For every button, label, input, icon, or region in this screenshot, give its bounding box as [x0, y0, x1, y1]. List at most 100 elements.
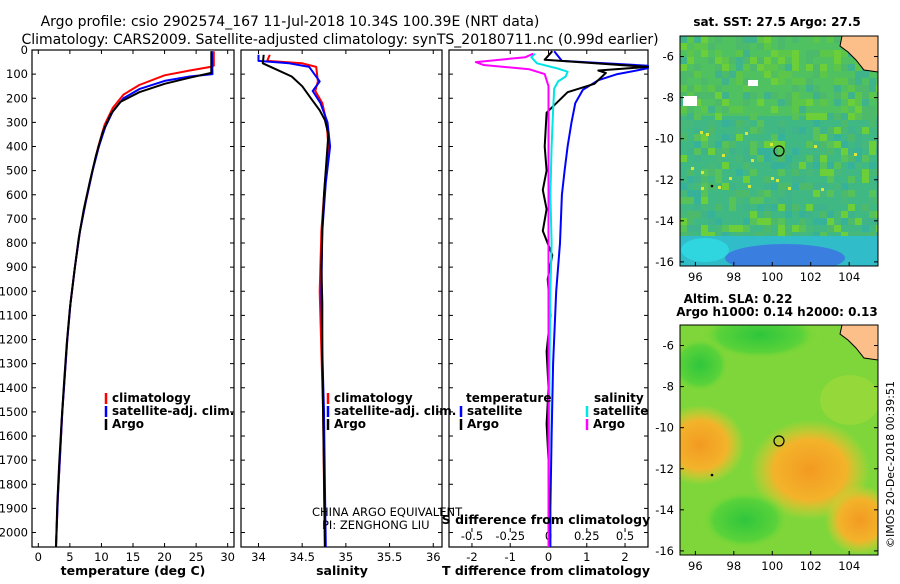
legend-label-satellite: satellite-adj. clim.	[112, 404, 234, 418]
sst-cell	[751, 159, 754, 162]
sst-cell	[806, 113, 813, 120]
series-line-argo	[55, 51, 213, 548]
sst-cell	[799, 127, 806, 134]
sst-cell	[862, 71, 869, 78]
sst-cell	[806, 183, 813, 190]
sst-cell	[694, 36, 701, 43]
sst-cell	[848, 162, 855, 169]
sst-cell	[876, 169, 878, 176]
series-line-climatology	[55, 51, 215, 548]
sst-cell	[722, 120, 729, 127]
sst-cell	[687, 176, 694, 183]
sst-cell	[757, 148, 764, 155]
sst-cell	[855, 71, 862, 78]
sst-cell	[687, 57, 694, 64]
salinity-panel	[240, 49, 443, 548]
sst-cell	[736, 64, 743, 71]
x-tick-label: 15	[126, 550, 141, 564]
lat-tick-label: -6	[663, 50, 674, 64]
sst-cell	[848, 148, 855, 155]
sst-cell	[792, 127, 799, 134]
sst-cell	[715, 99, 722, 106]
depth-tick-label: 700	[6, 212, 28, 226]
sst-cell	[691, 167, 694, 170]
sst-cell	[841, 211, 848, 218]
sst-cell	[701, 187, 704, 190]
sst-cell	[799, 176, 806, 183]
sst-cell	[764, 218, 771, 225]
sst-cell	[776, 179, 779, 182]
sst-cell	[687, 106, 694, 113]
sst-cell	[778, 183, 785, 190]
sst-cell	[715, 64, 722, 71]
sst-cell	[771, 162, 778, 169]
sst-cell	[778, 50, 785, 57]
sst-cell	[750, 211, 757, 218]
sst-cell	[715, 155, 722, 162]
sst-cell	[869, 92, 876, 99]
sst-cell	[855, 155, 862, 162]
sst-cell	[743, 99, 750, 106]
sst-cell	[855, 162, 862, 169]
top-x-tick-label: 0.5	[616, 529, 634, 543]
sst-cell	[764, 43, 771, 50]
sst-cell	[792, 183, 799, 190]
sst-cell	[722, 225, 729, 232]
sst-cell	[736, 197, 743, 204]
sst-cell	[694, 211, 701, 218]
sst-cell	[715, 225, 722, 232]
sst-cell	[855, 148, 862, 155]
sst-cell	[757, 155, 764, 162]
sst-cell	[799, 183, 806, 190]
lon-tick-label: 104	[838, 559, 860, 573]
sst-cell	[715, 204, 722, 211]
lat-tick-label: -10	[655, 132, 674, 146]
sst-cell	[778, 155, 785, 162]
sst-cell	[813, 92, 820, 99]
sst-cell	[785, 50, 792, 57]
salinity-legend: climatology satellite-adj. clim. Argo	[326, 391, 456, 431]
lat-tick-label: -6	[663, 339, 674, 353]
sst-cell	[736, 50, 743, 57]
sla-map-axes: -6 -8 -10 -12 -14 -16 96 98 100 102 104	[655, 339, 878, 573]
sst-cell	[778, 197, 785, 204]
sst-cell	[785, 99, 792, 106]
sst-cell	[848, 99, 855, 106]
salinity-x-label: salinity	[316, 563, 368, 578]
lon-tick-label: 98	[727, 270, 742, 284]
sst-cell	[820, 99, 827, 106]
x-tick-label: 20	[157, 550, 172, 564]
sst-cell	[729, 225, 736, 232]
lon-tick-label: 104	[838, 270, 860, 284]
sst-cell	[700, 131, 703, 134]
sst-cell	[771, 183, 778, 190]
sst-cell	[680, 218, 687, 225]
legend-label-s-satellite: satellite	[593, 404, 648, 418]
sst-cell	[771, 197, 778, 204]
sst-cell	[834, 218, 841, 225]
sst-cell	[841, 232, 848, 239]
sst-cell	[743, 78, 750, 85]
sst-cell	[715, 141, 722, 148]
sst-cell	[792, 106, 799, 113]
sst-cell	[834, 99, 841, 106]
sst-cell	[736, 120, 743, 127]
lon-tick-label: 100	[761, 559, 783, 573]
sst-cell	[687, 197, 694, 204]
sst-cell	[834, 141, 841, 148]
sst-cell	[785, 162, 792, 169]
sst-cell	[799, 225, 806, 232]
sst-map-title: sat. SST: 27.5 Argo: 27.5	[693, 15, 860, 29]
sst-cell	[680, 71, 687, 78]
series-line-s-argo	[474, 52, 550, 547]
temperature-plot: 0 5 10 15 20 25 30	[35, 50, 235, 564]
sst-cell	[757, 57, 764, 64]
depth-tick-label: 1100	[0, 308, 28, 322]
sst-cell	[701, 36, 708, 43]
sst-cell	[680, 78, 687, 85]
sst-cell	[771, 78, 778, 85]
sst-cell	[687, 36, 694, 43]
sst-cell	[764, 71, 771, 78]
sst-cell	[848, 92, 855, 99]
lat-tick-label: -12	[655, 462, 674, 476]
